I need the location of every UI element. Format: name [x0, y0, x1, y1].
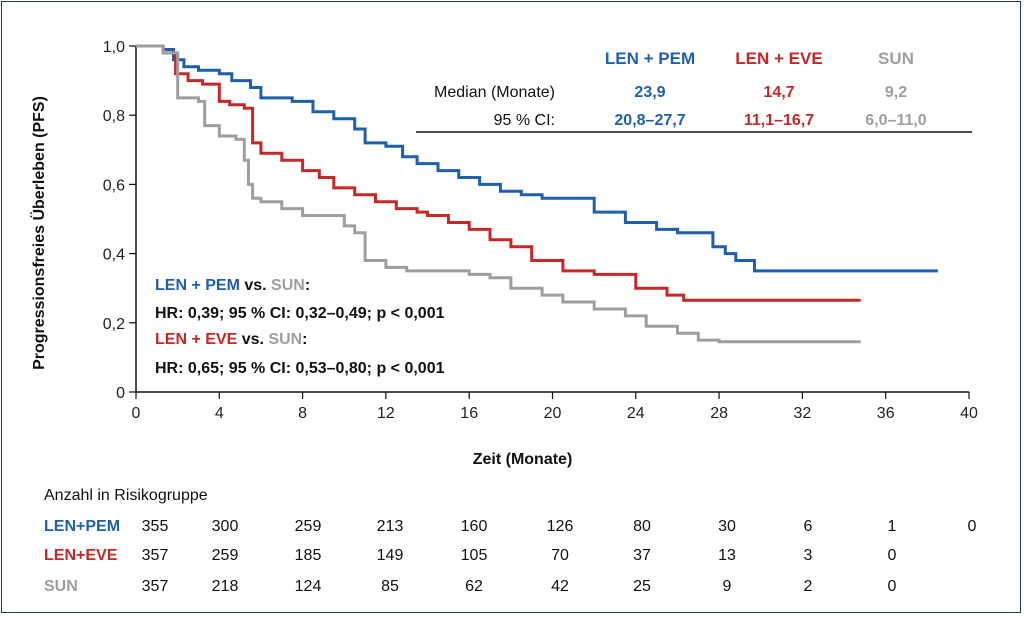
risk-value: 160 — [461, 518, 488, 535]
risk-value: 1 — [888, 518, 897, 535]
y-tick-label: 0 — [116, 385, 125, 402]
risk-value: 9 — [723, 578, 732, 595]
risk-value: 25 — [633, 578, 651, 595]
x-tick-label: 12 — [377, 405, 395, 422]
hr-title-part: LEN + PEM — [155, 277, 240, 294]
risk-value: 6 — [804, 518, 813, 535]
median-table-row-label: 95 % CI: — [494, 112, 555, 129]
median-table-header: LEN + EVE — [735, 49, 822, 68]
y-tick-label: 0,4 — [103, 247, 125, 264]
risk-row-name: LEN+EVE — [44, 547, 118, 564]
curve-len-eve — [136, 44, 861, 302]
median-table-header: LEN + PEM — [605, 49, 695, 68]
hr-title-part: LEN + EVE — [155, 331, 238, 348]
risk-value: 0 — [888, 578, 897, 595]
x-tick-label: 16 — [460, 405, 478, 422]
x-tick-label: 40 — [960, 405, 978, 422]
median-table-value: 6,0–11,0 — [865, 112, 927, 129]
risk-value: 3 — [804, 547, 813, 564]
risk-value: 85 — [381, 578, 399, 595]
risk-row-name: SUN — [44, 578, 78, 595]
x-tick-label: 0 — [132, 405, 141, 422]
risk-value: 149 — [377, 547, 404, 564]
hr-title-part: vs. — [237, 331, 268, 348]
risk-value: 124 — [295, 578, 322, 595]
risk-value: 213 — [377, 518, 404, 535]
hr-comparison-title: LEN + PEM vs. SUN: — [155, 277, 310, 294]
median-table-row-label: Median (Monate) — [434, 84, 555, 101]
risk-value: 2 — [804, 578, 813, 595]
hr-title-part: : — [305, 277, 310, 294]
x-tick-label: 4 — [215, 405, 224, 422]
hr-annotations: LEN + PEM vs. SUN: HR: 0,39; 95 % CI: 0,3… — [155, 277, 445, 377]
median-table-value: 11,1–16,7 — [744, 112, 814, 129]
median-table-header: SUN — [878, 49, 914, 68]
curve-len-pem — [136, 44, 938, 273]
y-tick-label: 1,0 — [103, 39, 125, 56]
risk-value: 357 — [142, 578, 169, 595]
x-tick-label: 36 — [877, 405, 895, 422]
y-tick-label: 0,6 — [103, 177, 125, 194]
risk-value: 80 — [633, 518, 651, 535]
curves — [136, 44, 938, 344]
risk-value: 105 — [461, 547, 488, 564]
curve-sun — [136, 44, 861, 344]
risk-value: 300 — [212, 518, 239, 535]
hr-title-part: SUN — [271, 277, 305, 294]
risk-value: 0 — [888, 547, 897, 564]
risk-value: 0 — [968, 518, 977, 535]
median-table-value: 23,9 — [634, 84, 665, 101]
risk-value: 42 — [551, 578, 569, 595]
risk-value: 355 — [142, 518, 169, 535]
median-table-value: 9,2 — [885, 84, 907, 101]
risk-value: 259 — [212, 547, 239, 564]
risk-value: 357 — [142, 547, 169, 564]
hr-title-part: SUN — [268, 331, 302, 348]
x-tick-label: 20 — [544, 405, 562, 422]
hr-title-part: vs. — [240, 277, 271, 294]
hr-stats: HR: 0,65; 95 % CI: 0,53–0,80; p < 0,001 — [155, 360, 445, 377]
risk-value: 259 — [295, 518, 322, 535]
risk-value: 70 — [551, 547, 569, 564]
hr-stats: HR: 0,39; 95 % CI: 0,32–0,49; p < 0,001 — [155, 305, 445, 322]
risk-value: 62 — [465, 578, 483, 595]
median-table: LEN + PEM LEN + EVE SUN Median (Monate) 23,9… — [416, 49, 972, 133]
risk-value: 126 — [547, 518, 574, 535]
x-tick-label: 32 — [794, 405, 812, 422]
risk-value: 37 — [633, 547, 651, 564]
x-tick-label: 8 — [298, 405, 307, 422]
risk-value: 218 — [212, 578, 239, 595]
risk-row-name: LEN+PEM — [44, 518, 120, 535]
median-table-value: 20,8–27,7 — [614, 112, 685, 129]
y-tick-label: 0,2 — [103, 316, 125, 333]
hr-comparison-title: LEN + EVE vs. SUN: — [155, 331, 308, 348]
risk-value: 13 — [718, 547, 736, 564]
median-table-value: 14,7 — [763, 84, 794, 101]
axes: 0 4 8 12 16 20 24 28 32 36 40 0 0,2 0,4 0,6 0,8 1,0 Zeit … — [29, 39, 978, 468]
hr-title-part: : — [302, 331, 307, 348]
x-axis-label: Zeit (Monate) — [473, 451, 573, 468]
y-axis-label: Progressionsfreies Überleben (PFS) — [29, 96, 48, 370]
risk-value: 30 — [718, 518, 736, 535]
x-tick-label: 24 — [627, 405, 645, 422]
risk-table-title: Anzahl in Risikogruppe — [44, 487, 208, 504]
x-tick-label: 28 — [710, 405, 728, 422]
risk-value: 185 — [295, 547, 322, 564]
y-tick-label: 0,8 — [103, 108, 125, 125]
